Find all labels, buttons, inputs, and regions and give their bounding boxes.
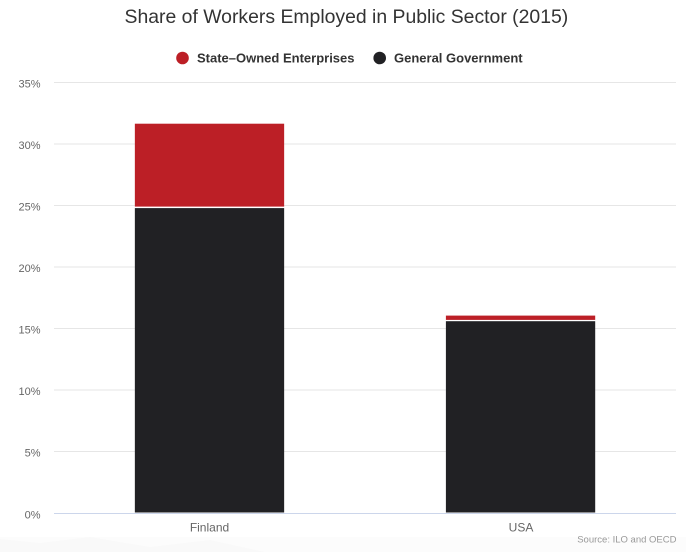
svg-text:10%: 10% — [18, 386, 40, 398]
svg-text:25%: 25% — [18, 202, 40, 214]
svg-text:5%: 5% — [25, 448, 41, 460]
svg-text:Share of Workers Employed in P: Share of Workers Employed in Public Sect… — [125, 6, 569, 28]
svg-text:20%: 20% — [18, 263, 40, 275]
svg-text:15%: 15% — [18, 325, 40, 337]
svg-text:Finland: Finland — [190, 520, 229, 534]
svg-text:Source: ILO and OECD: Source: ILO and OECD — [577, 535, 676, 546]
svg-text:0%: 0% — [25, 509, 41, 521]
svg-text:General Government: General Government — [394, 51, 523, 66]
svg-text:State–Owned Enterprises: State–Owned Enterprises — [197, 51, 355, 66]
svg-text:USA: USA — [509, 520, 534, 534]
svg-text:30%: 30% — [18, 140, 40, 152]
svg-text:35%: 35% — [18, 79, 40, 91]
